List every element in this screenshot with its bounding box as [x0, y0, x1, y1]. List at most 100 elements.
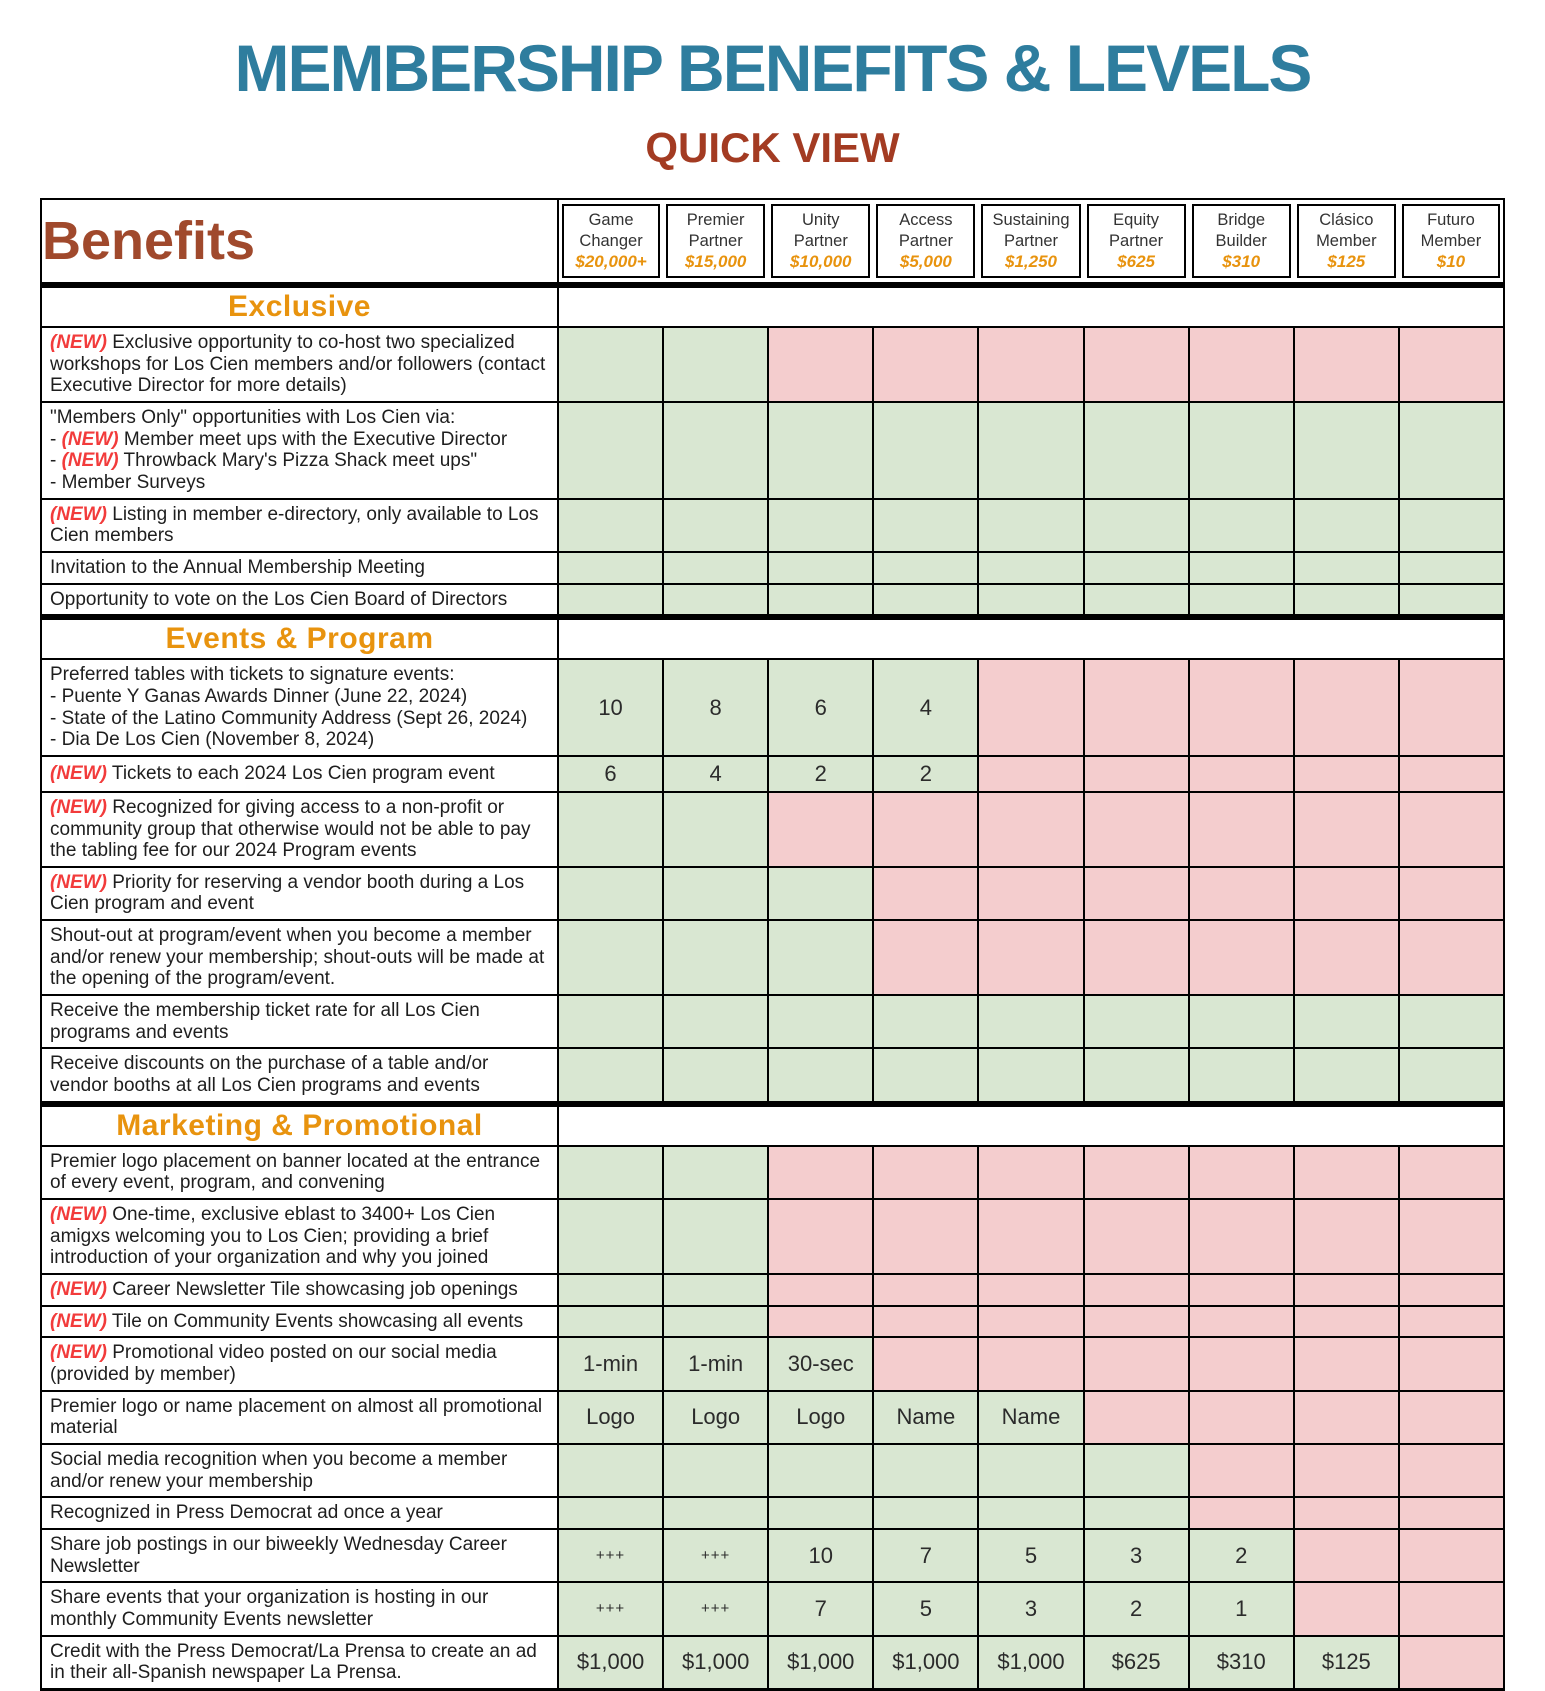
benefit-cell-denied [1397, 1634, 1506, 1691]
benefit-cell-granted [767, 550, 875, 585]
benefit-cell-granted [1292, 994, 1400, 1050]
benefit-row: Preferred tables with tickets to signatu… [40, 658, 1506, 757]
benefit-cell-denied [1397, 790, 1506, 868]
benefit-cell-denied [1397, 1496, 1506, 1530]
tier-box: Premier Partner $15,000 [666, 204, 766, 278]
benefit-cell-denied [1292, 1273, 1400, 1307]
tier-box: Futuro Member $10 [1401, 204, 1500, 278]
benefit-label: "Members Only" opportunities with Los Ci… [40, 400, 559, 500]
benefit-cell-granted [662, 919, 770, 997]
benefit-cell-granted [1397, 550, 1506, 585]
benefit-label: Receive discounts on the purchase of a t… [40, 1047, 559, 1105]
benefit-cell-denied [977, 919, 1085, 997]
benefit-cell-granted [872, 1442, 980, 1499]
benefits-heading: Benefits [41, 199, 559, 288]
benefit-cell-denied [767, 326, 875, 403]
section-title: Exclusive [41, 282, 559, 328]
benefit-cell-denied [1292, 1389, 1400, 1445]
new-badge: (NEW) [61, 428, 119, 450]
benefit-cell-denied [1082, 1336, 1190, 1392]
benefit-cell-granted [662, 1144, 770, 1201]
tier-name: Futuro Member [1420, 210, 1482, 250]
benefit-cell-granted: Name [872, 1389, 980, 1445]
benefit-cell-granted: $125 [1292, 1634, 1400, 1691]
benefit-cell-granted [977, 550, 1085, 585]
benefit-cell-granted: $625 [1082, 1634, 1190, 1691]
benefit-cell-granted [556, 326, 665, 403]
benefit-cell-granted [872, 400, 980, 500]
benefit-cell-denied [1397, 1198, 1506, 1275]
benefit-cell-granted [1187, 497, 1295, 553]
tier-column-header: Game Changer $20,000+ [558, 199, 664, 288]
benefit-row: "Members Only" opportunities with Los Ci… [40, 400, 1506, 500]
benefit-cell-granted: $310 [1187, 1634, 1295, 1691]
benefit-cell-denied [872, 865, 980, 922]
benefit-label: Credit with the Press Democrat/La Prensa… [40, 1634, 559, 1691]
benefit-cell-denied [1397, 1527, 1506, 1584]
benefit-cell-denied [1187, 1304, 1295, 1339]
benefit-cell-granted [872, 497, 980, 553]
benefit-cell-granted [977, 582, 1085, 619]
benefit-cell-granted: +++ [556, 1527, 665, 1584]
benefit-cell-granted: $1,000 [872, 1634, 980, 1691]
benefit-cell-granted [662, 1273, 770, 1307]
benefit-label: (NEW) Tickets to each 2024 Los Cien prog… [40, 754, 559, 793]
benefit-cell-denied [767, 1304, 875, 1339]
benefit-cell-denied [1292, 1496, 1400, 1530]
benefit-row: (NEW) One-time, exclusive eblast to 3400… [40, 1198, 1506, 1275]
benefit-label: (NEW) Recognized for giving access to a … [40, 790, 559, 868]
benefit-cell-granted [977, 497, 1085, 553]
benefit-row: Premier logo placement on banner located… [40, 1144, 1506, 1201]
benefit-cell-denied [1397, 326, 1506, 403]
benefit-cell-granted [662, 1047, 770, 1105]
benefit-cell-granted [767, 1047, 875, 1105]
tier-column-header: Bridge Builder $310 [1188, 199, 1294, 288]
section-spacer [557, 282, 1504, 328]
benefit-cell-granted [1292, 1047, 1400, 1105]
benefit-cell-denied [977, 790, 1085, 868]
tier-price: $5,000 [899, 252, 952, 272]
benefit-label: (NEW) Promotional video posted on our so… [40, 1336, 559, 1392]
benefit-cell-denied [872, 1336, 980, 1392]
benefit-row: (NEW) Exclusive opportunity to co-host t… [40, 326, 1506, 403]
benefit-cell-granted [662, 497, 770, 553]
benefit-cell-granted [1082, 550, 1190, 585]
benefit-cell-granted [1292, 497, 1400, 553]
benefit-cell-denied [1187, 1389, 1295, 1445]
benefit-cell-denied [977, 1304, 1085, 1339]
benefit-cell-denied [872, 1273, 980, 1307]
benefit-cell-denied [977, 326, 1085, 403]
benefit-cell-denied [977, 754, 1085, 793]
benefit-cell-granted [977, 994, 1085, 1050]
benefit-row: Credit with the Press Democrat/La Prensa… [40, 1634, 1506, 1691]
benefit-cell-granted [662, 550, 770, 585]
benefit-cell-denied [1082, 754, 1190, 793]
tier-name: Unity Partner [793, 210, 848, 250]
benefit-cell-granted [556, 550, 665, 585]
tier-price: $10,000 [790, 252, 852, 272]
benefit-cell-granted [1292, 582, 1400, 619]
benefit-cell-denied [767, 1273, 875, 1307]
benefit-label: Social media recognition when you become… [40, 1442, 559, 1499]
benefit-cell-granted [1292, 550, 1400, 585]
section-title: Events & Program [41, 614, 559, 661]
benefit-cell-denied [1292, 790, 1400, 868]
benefit-cell-denied [872, 1304, 980, 1339]
benefit-cell-granted: Logo [767, 1389, 875, 1445]
benefit-cell-granted [872, 994, 980, 1050]
benefit-cell-denied [1397, 1304, 1506, 1339]
benefit-row: Invitation to the Annual Membership Meet… [40, 550, 1506, 585]
benefit-row: Recognized in Press Democrat ad once a y… [40, 1496, 1506, 1530]
tier-column-header: Unity Partner $10,000 [768, 199, 874, 288]
benefit-cell-granted: 3 [977, 1581, 1085, 1637]
benefit-row: (NEW) Priority for reserving a vendor bo… [40, 865, 1506, 922]
tier-price: $20,000+ [575, 252, 647, 272]
benefit-cell-granted: 30-sec [767, 1336, 875, 1392]
benefit-cell-granted [1187, 400, 1295, 500]
benefit-cell-granted [1082, 1442, 1190, 1499]
benefit-label: Shout-out at program/event when you beco… [40, 919, 559, 997]
benefit-cell-granted: $1,000 [662, 1634, 770, 1691]
benefit-cell-granted [556, 582, 665, 619]
benefit-cell-granted [662, 865, 770, 922]
benefit-cell-granted [662, 326, 770, 403]
